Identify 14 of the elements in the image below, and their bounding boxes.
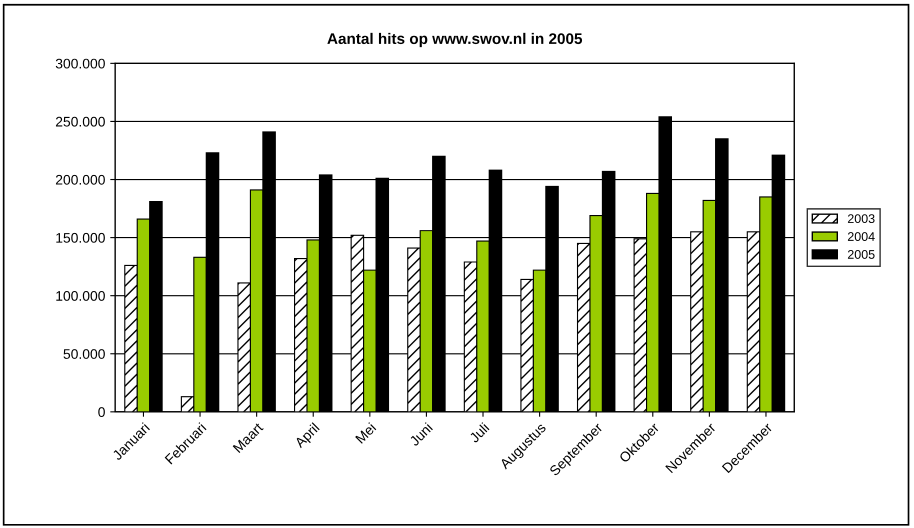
chart-title: Aantal hits op www.swov.nl in 2005: [327, 32, 582, 48]
y-tick-label: 300.000: [56, 58, 105, 69]
legend-label: 2003: [848, 214, 875, 224]
legend-label: 2004: [848, 232, 875, 241]
legend-label: 2005: [848, 250, 875, 259]
y-tick-label: 150.000: [56, 232, 105, 243]
x-tick-label: Mei: [354, 422, 376, 444]
x-tick-label: Juni: [408, 422, 433, 447]
x-tick-label: Juli: [468, 422, 490, 444]
y-tick-label: 50.000: [64, 349, 105, 359]
y-tick-label: 0: [98, 407, 105, 418]
y-tick-label: 200.000: [56, 174, 105, 185]
y-tick-label: 100.000: [56, 291, 105, 301]
y-tick-label: 250.000: [56, 116, 105, 127]
